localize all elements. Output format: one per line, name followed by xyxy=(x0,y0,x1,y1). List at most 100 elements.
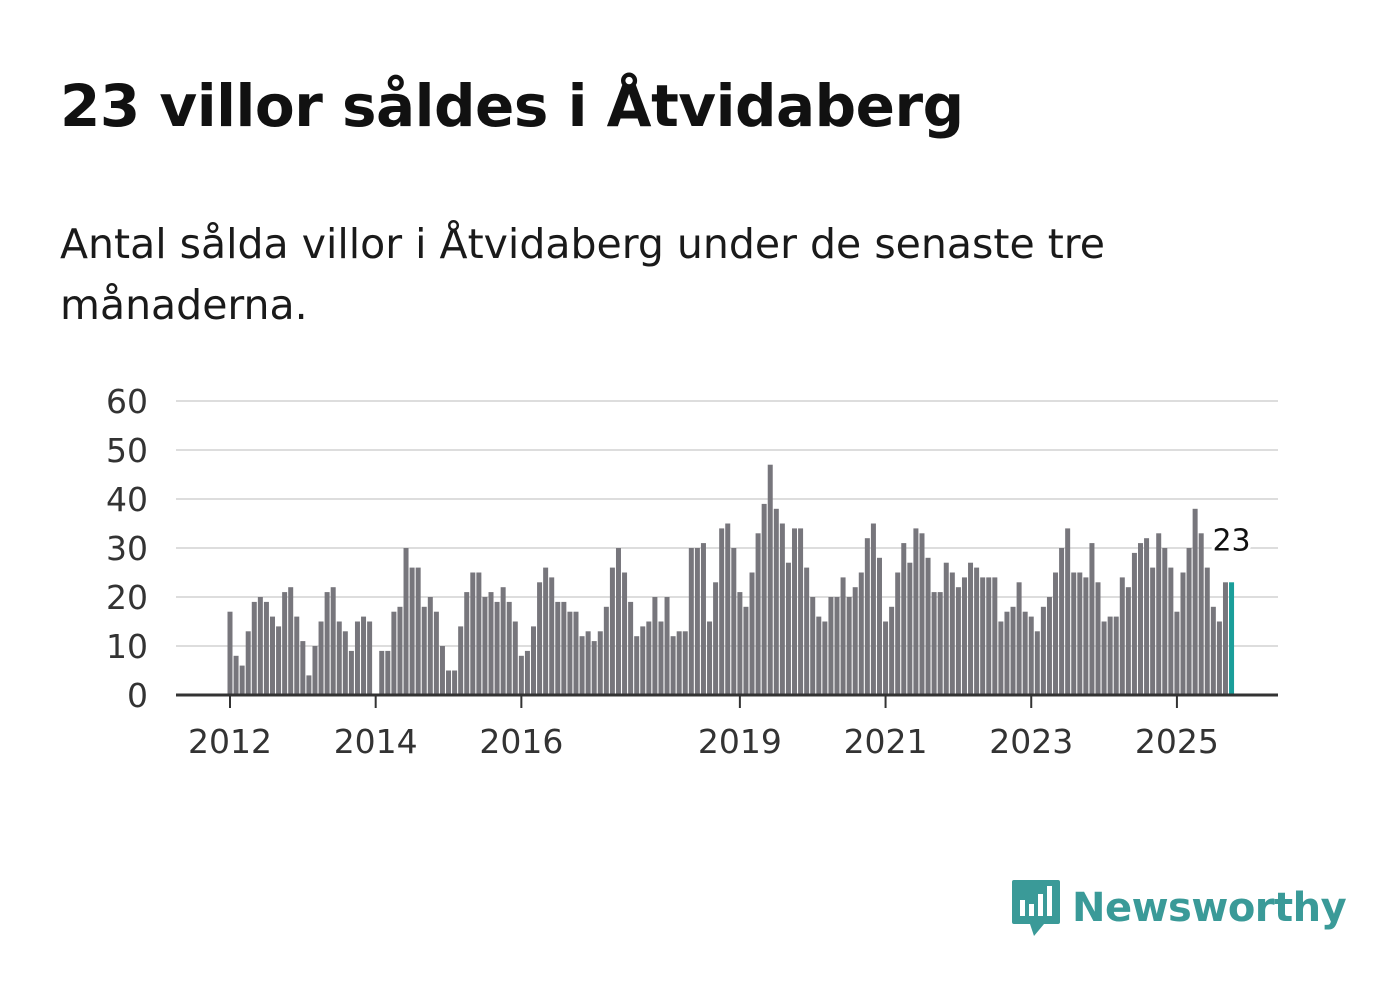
bar xyxy=(1040,606,1046,695)
bar xyxy=(500,587,506,695)
y-tick-label: 40 xyxy=(106,480,148,519)
bar xyxy=(670,636,676,695)
y-tick-label: 20 xyxy=(106,578,148,617)
bar xyxy=(1071,572,1077,695)
y-tick-label: 30 xyxy=(106,529,148,568)
bar xyxy=(992,577,998,695)
bar xyxy=(324,592,330,695)
bar xyxy=(700,543,706,695)
bar xyxy=(907,562,913,695)
bar xyxy=(755,533,761,695)
bar xyxy=(658,621,664,695)
bar xyxy=(609,567,615,695)
bar xyxy=(1131,552,1137,695)
bar xyxy=(1016,582,1022,695)
bar xyxy=(634,636,640,695)
bar xyxy=(707,621,713,695)
bar xyxy=(488,592,494,695)
bar xyxy=(288,587,294,695)
bar xyxy=(749,572,755,695)
bar xyxy=(452,670,458,695)
bar xyxy=(579,636,585,695)
bar xyxy=(925,557,931,695)
bar xyxy=(798,528,804,695)
bar xyxy=(573,611,579,695)
bar xyxy=(846,597,852,695)
bar xyxy=(409,567,415,695)
bar xyxy=(385,650,391,695)
bar xyxy=(688,548,694,695)
bar xyxy=(494,601,500,695)
bar xyxy=(810,597,816,695)
bar xyxy=(1083,577,1089,695)
bar xyxy=(512,621,518,695)
bar xyxy=(901,543,907,695)
bar xyxy=(1059,548,1065,695)
bar xyxy=(725,523,731,695)
bar xyxy=(391,611,397,695)
bar xyxy=(676,631,682,695)
bar xyxy=(822,621,828,695)
bar xyxy=(336,621,342,695)
bar xyxy=(1210,606,1216,695)
bar xyxy=(312,646,318,695)
bar xyxy=(652,597,658,695)
bar xyxy=(1204,567,1210,695)
bar xyxy=(1162,548,1168,695)
bar xyxy=(458,626,464,695)
bar xyxy=(379,650,385,695)
bar xyxy=(968,562,974,695)
highlight-value-label: 23 xyxy=(1212,523,1250,558)
bar xyxy=(282,592,288,695)
bar xyxy=(682,631,688,695)
bar xyxy=(816,616,822,695)
bar xyxy=(306,675,312,695)
bar xyxy=(251,601,257,695)
bar xyxy=(524,650,530,695)
bar xyxy=(1192,508,1198,695)
bar xyxy=(1053,572,1059,695)
bar xyxy=(955,587,961,695)
bar xyxy=(615,548,621,695)
bar xyxy=(1065,528,1071,695)
bar xyxy=(1156,533,1162,695)
bar xyxy=(239,665,245,695)
bar xyxy=(1168,567,1174,695)
bar xyxy=(1216,621,1222,695)
bar xyxy=(1101,621,1107,695)
bar xyxy=(792,528,798,695)
bar xyxy=(646,621,652,695)
bar xyxy=(767,464,773,695)
bar xyxy=(949,572,955,695)
bar xyxy=(555,601,561,695)
bars xyxy=(227,464,1235,695)
y-tick-label: 0 xyxy=(127,676,148,715)
bar xyxy=(1198,533,1204,695)
bar xyxy=(986,577,992,695)
bar xyxy=(415,567,421,695)
bar xyxy=(585,631,591,695)
bar xyxy=(1095,582,1101,695)
bar xyxy=(330,587,336,695)
bar xyxy=(603,606,609,695)
x-tick-label: 2025 xyxy=(1135,722,1219,761)
y-tick-label: 50 xyxy=(106,431,148,470)
bar-highlight xyxy=(1229,582,1235,695)
bar xyxy=(1077,572,1083,695)
bar xyxy=(354,621,360,695)
bar xyxy=(318,621,324,695)
bar xyxy=(773,508,779,695)
newsworthy-logo[interactable]: Newsworthy xyxy=(1010,878,1347,938)
newsworthy-logo-text: Newsworthy xyxy=(1072,885,1347,931)
bar xyxy=(1089,543,1095,695)
bar xyxy=(263,601,269,695)
bar xyxy=(622,572,628,695)
bar xyxy=(737,592,743,695)
bar xyxy=(439,646,445,695)
bar xyxy=(731,548,737,695)
bar xyxy=(870,523,876,695)
bar xyxy=(864,538,870,695)
bar xyxy=(537,582,543,695)
bar xyxy=(597,631,603,695)
x-tick-label: 2016 xyxy=(479,722,563,761)
